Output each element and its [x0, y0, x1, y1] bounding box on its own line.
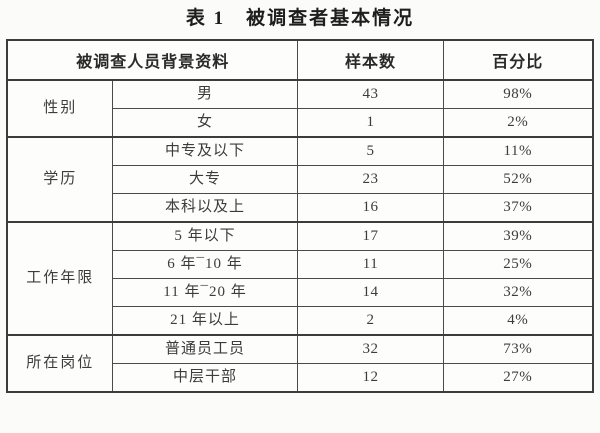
table-row: 工作年限 5 年以下 17 39% — [6, 221, 593, 336]
row-label-cell: 本科以及上 — [111, 193, 299, 223]
category-cell-work-years: 工作年限 — [6, 221, 113, 336]
row-label-cell: 6 年¯10 年 — [111, 250, 299, 279]
table-row: 女 1 2% — [7, 108, 593, 138]
row-label-cell: 大专 — [111, 165, 299, 194]
sample-count-cell: 16 — [297, 193, 444, 223]
percent-cell: 98% — [443, 79, 593, 109]
table-row: 学历 中专及以下 5 11% — [6, 136, 593, 223]
category-cell-position: 所在岗位 — [6, 334, 113, 393]
category-cell-education: 学历 — [6, 136, 113, 223]
table-row: 6 年¯10 年 11 25% — [7, 250, 593, 279]
sample-count-cell: 5 — [297, 136, 444, 166]
table-row: 11 年¯20 年 14 32% — [7, 278, 593, 307]
percent-cell: 32% — [443, 278, 593, 307]
sample-count-cell: 2 — [297, 306, 444, 336]
sample-count-cell: 1 — [297, 108, 444, 138]
table-row: 大专 23 52% — [7, 165, 593, 194]
table-row: 21 年以上 2 4% — [7, 306, 593, 336]
sample-count-cell: 23 — [297, 165, 444, 194]
sample-count-cell: 12 — [297, 363, 444, 393]
percent-cell: 2% — [443, 108, 593, 138]
sample-count-cell: 11 — [297, 250, 444, 279]
row-label-cell: 中专及以下 — [111, 136, 299, 166]
category-cell-gender: 性别 — [6, 79, 113, 138]
table-header-row: 被调查人员背景资料 样本数 百分比 — [6, 39, 593, 81]
sample-count-cell: 14 — [297, 278, 444, 307]
percent-cell: 37% — [443, 193, 593, 223]
col-header-sample-count: 样本数 — [297, 39, 444, 81]
table-row: 所在岗位 普通员工员 32 73% — [6, 334, 593, 393]
col-header-background: 被调查人员背景资料 — [6, 39, 299, 81]
respondents-table: 被调查人员背景资料 样本数 百分比 性别 男 43 98% 女 1 2% 学历 … — [6, 39, 594, 393]
percent-cell: 73% — [443, 334, 593, 364]
percent-cell: 11% — [443, 136, 593, 166]
sample-count-cell: 32 — [297, 334, 444, 364]
table-row: 性别 男 43 98% — [6, 79, 593, 138]
row-label-cell: 中层干部 — [111, 363, 299, 393]
sample-count-cell: 43 — [297, 79, 444, 109]
sample-count-cell: 17 — [297, 221, 444, 251]
percent-cell: 4% — [443, 306, 593, 336]
percent-cell: 52% — [443, 165, 593, 194]
row-label-cell: 11 年¯20 年 — [111, 278, 299, 307]
row-label-cell: 男 — [111, 79, 299, 109]
table-row: 本科以及上 16 37% — [7, 193, 593, 223]
row-label-cell: 5 年以下 — [111, 221, 299, 251]
row-label-cell: 女 — [111, 108, 299, 138]
row-label-cell: 21 年以上 — [111, 306, 299, 336]
row-label-cell: 普通员工员 — [111, 334, 299, 364]
table-row: 中层干部 12 27% — [7, 363, 593, 393]
percent-cell: 25% — [443, 250, 593, 279]
table-title: 表 1 被调查者基本情况 — [185, 8, 415, 29]
percent-cell: 27% — [443, 363, 593, 393]
percent-cell: 39% — [443, 221, 593, 251]
col-header-percentage: 百分比 — [443, 39, 593, 81]
